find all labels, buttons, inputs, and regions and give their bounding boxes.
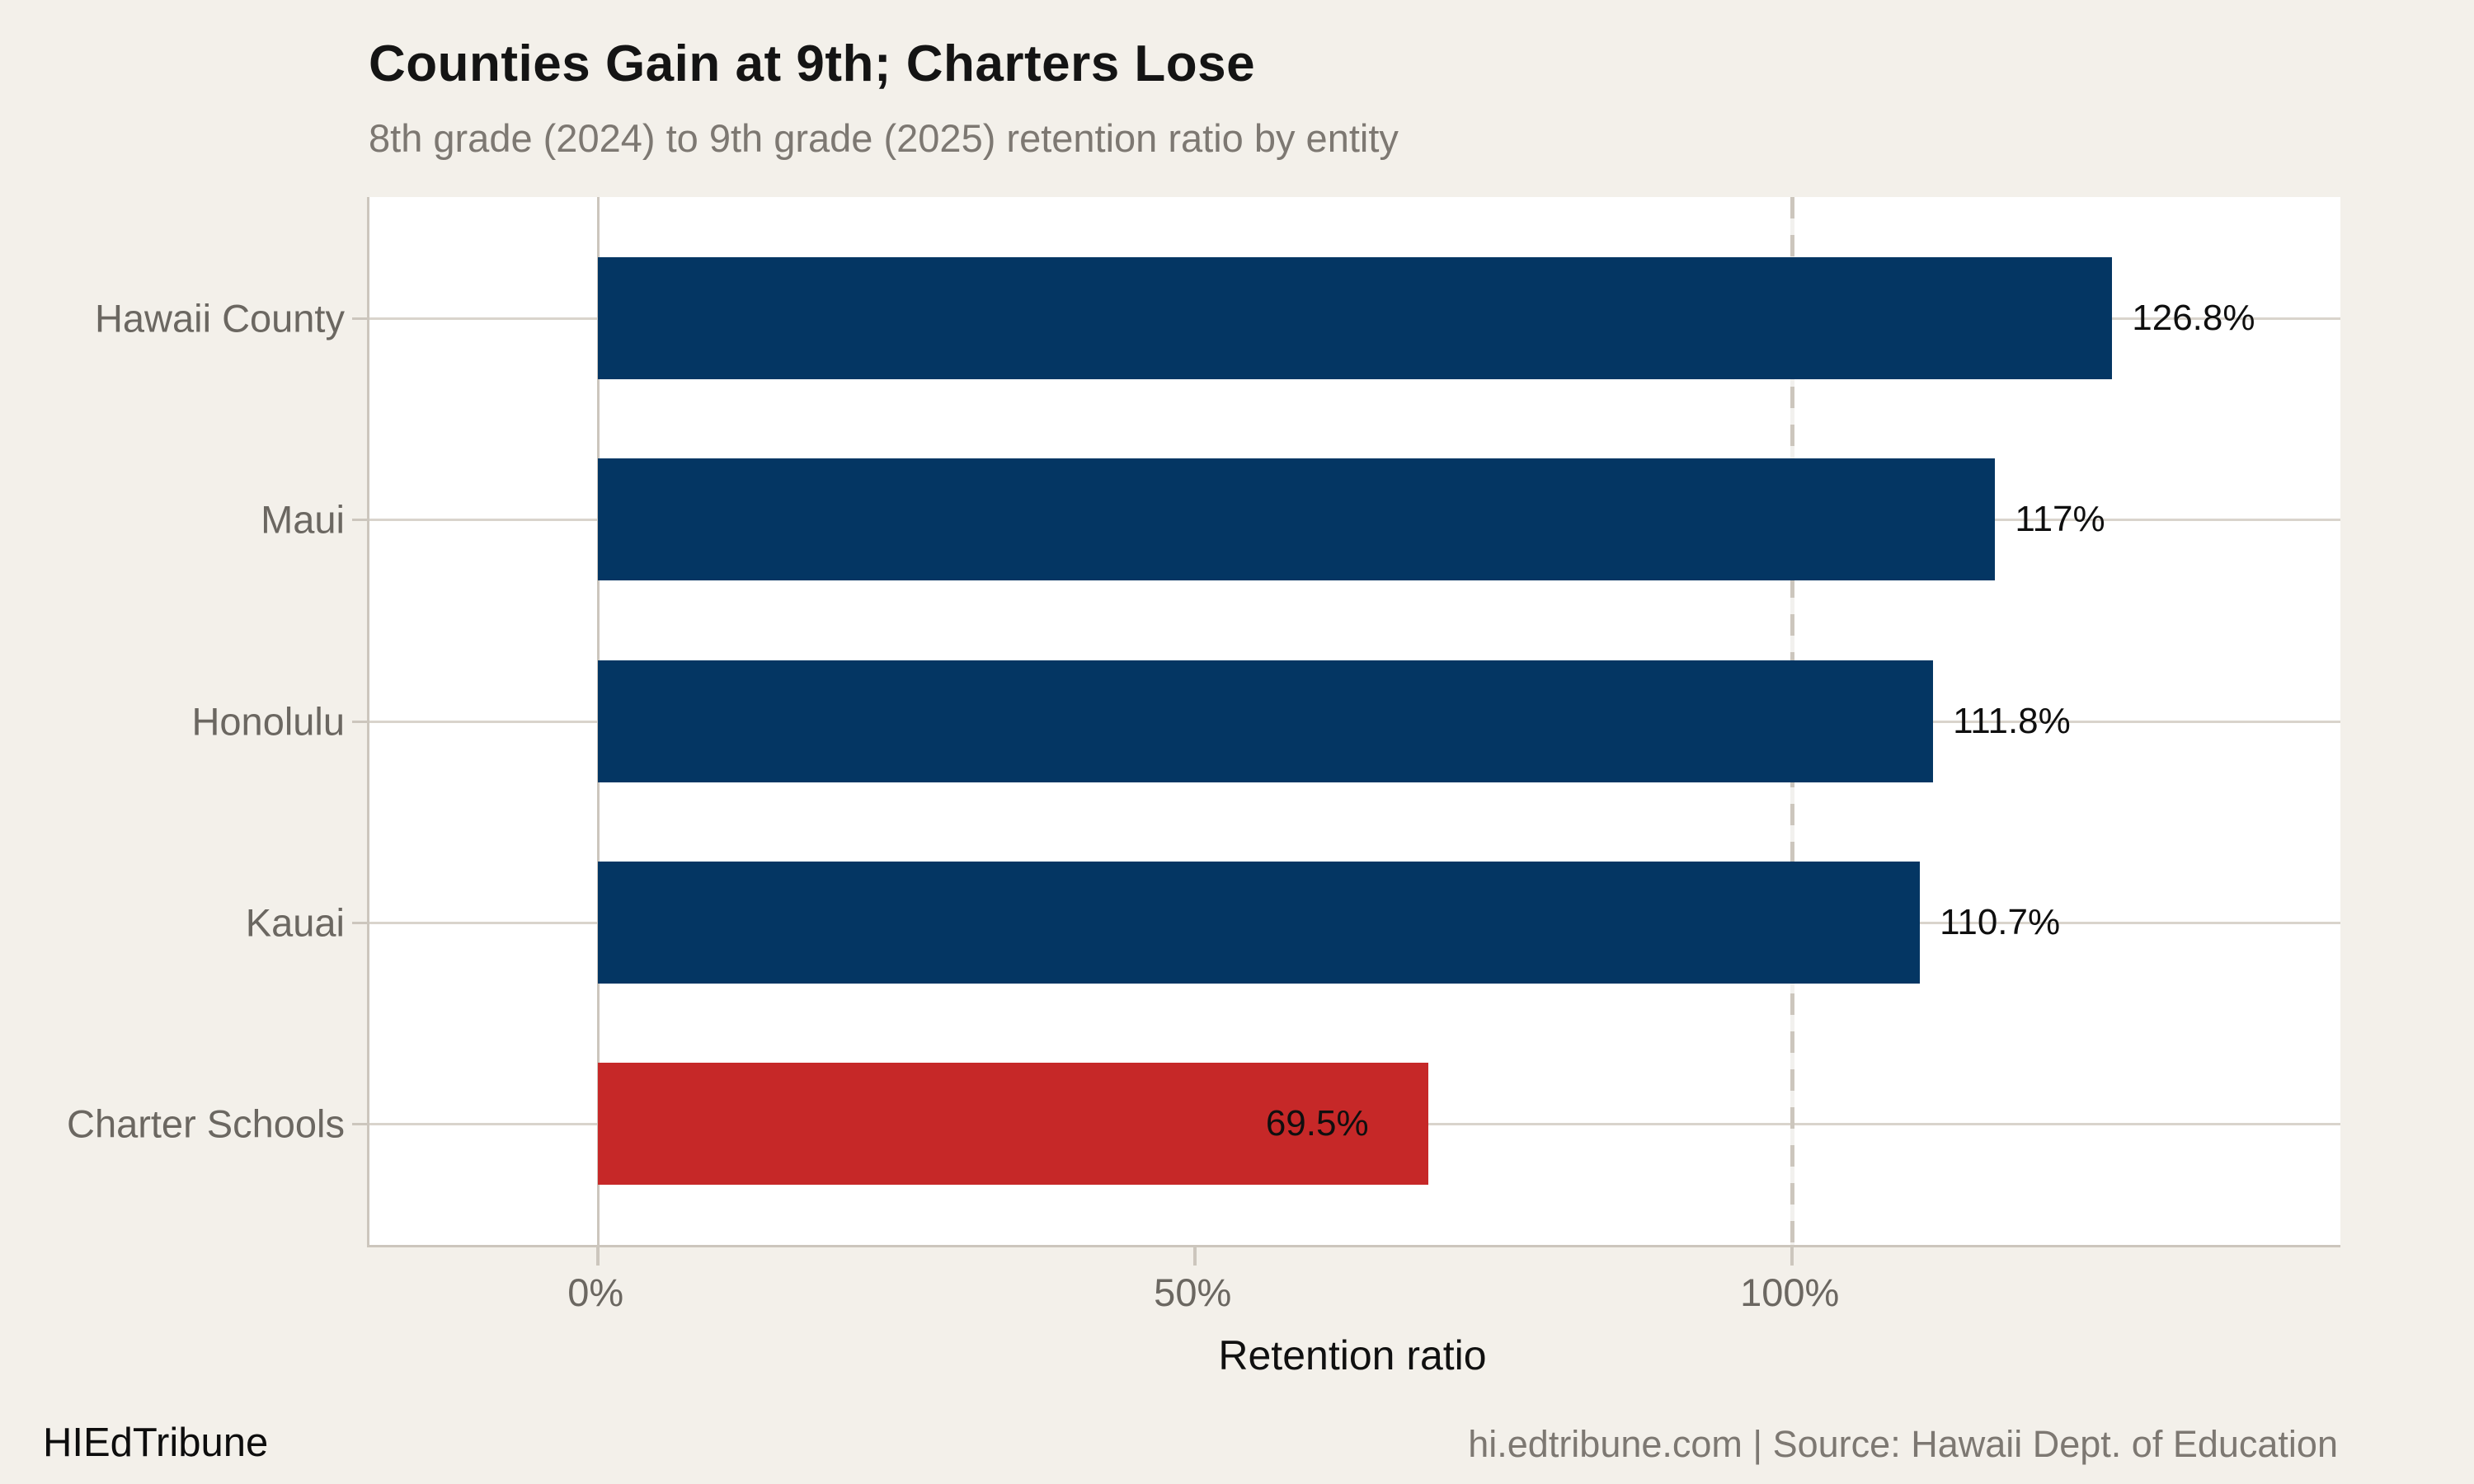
value-label-charter-schools: 69.5%	[1265, 1102, 1369, 1144]
x-tick-label-0pct: 0%	[567, 1270, 624, 1314]
bar-maui	[598, 458, 1996, 581]
source-attribution: hi.edtribune.com | Source: Hawaii Dept. …	[1468, 1423, 2338, 1465]
value-label-hawaii-county: 126.8%	[2132, 298, 2255, 339]
x-tick-label-50pct: 50%	[1154, 1270, 1232, 1314]
bar-kauai	[598, 861, 1921, 984]
x-axis-title: Retention ratio	[1218, 1332, 1487, 1378]
y-axis-tick	[352, 317, 369, 321]
plot-area: 126.8% 117% 111.8% 110.7% 69.5%	[352, 197, 2340, 1266]
x-axis-tick	[1193, 1247, 1197, 1266]
category-label-kauai: Kauai	[245, 900, 345, 945]
publisher-logo-text: HIEdTribune	[43, 1421, 269, 1465]
category-label-honolulu: Honolulu	[191, 699, 345, 743]
value-label-maui: 117%	[2015, 499, 2105, 540]
y-axis-tick	[352, 1122, 369, 1125]
x-tick-label-100pct: 100%	[1740, 1270, 1840, 1314]
bar-honolulu	[598, 660, 1934, 782]
category-label-hawaii-county: Hawaii County	[94, 296, 345, 340]
x-axis-tick	[596, 1247, 600, 1266]
value-label-honolulu: 111.8%	[1953, 700, 2071, 741]
y-axis-tick	[352, 720, 369, 723]
x-axis-tick	[1790, 1247, 1794, 1266]
chart-subtitle: 8th grade (2024) to 9th grade (2025) ret…	[369, 116, 1399, 160]
y-axis-tick	[352, 519, 369, 522]
bar-charter-schools	[598, 1062, 1428, 1185]
value-label-kauai: 110.7%	[1940, 901, 2061, 942]
chart-title: Counties Gain at 9th; Charters Lose	[369, 35, 1256, 92]
category-label-maui: Maui	[261, 497, 345, 542]
y-axis-tick	[352, 921, 369, 924]
bar-hawaii-county	[598, 257, 2113, 380]
category-label-charter-schools: Charter Schools	[67, 1101, 345, 1146]
